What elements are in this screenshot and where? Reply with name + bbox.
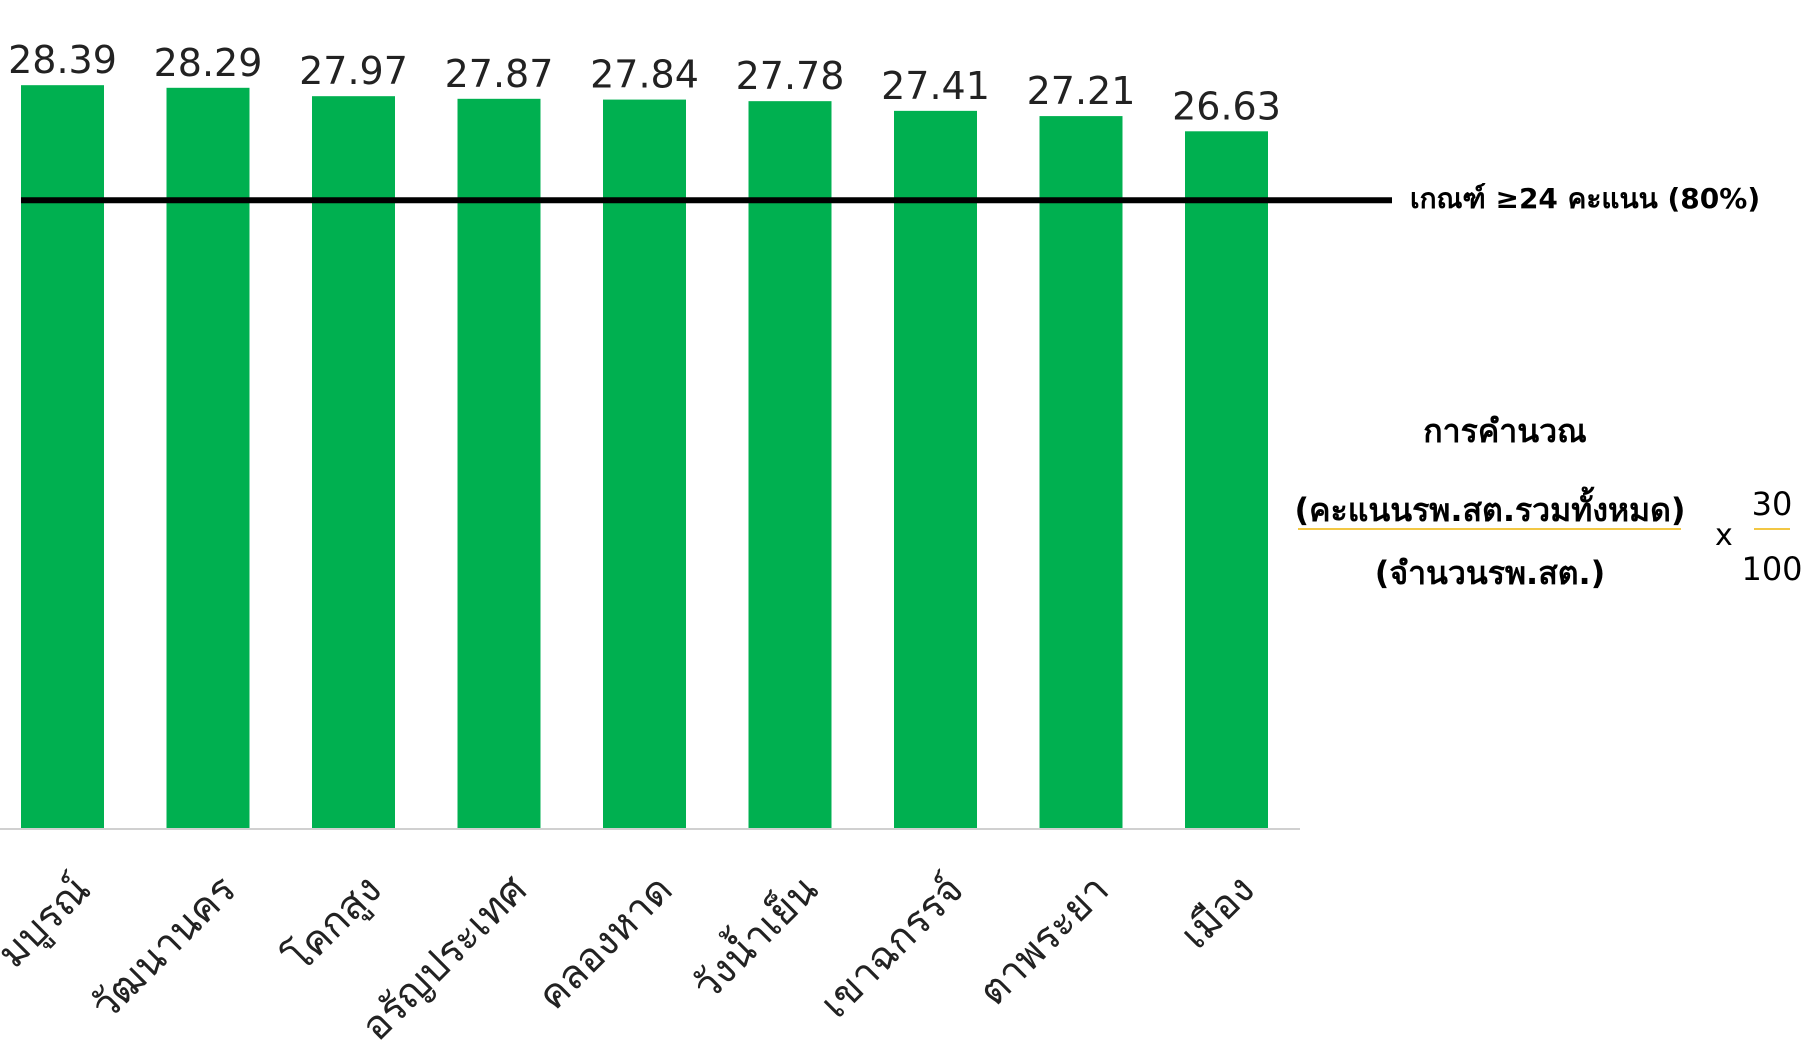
bar-3 (312, 96, 395, 830)
value-label-7: 27.41 (881, 64, 990, 108)
value-label-6: 27.78 (736, 54, 845, 98)
threshold-label: เกณฑ์ ≥24 คะแนน (80%) (1410, 182, 1760, 215)
category-label-2: วัฒนานคร (82, 867, 245, 1030)
ratio-divider (1754, 528, 1790, 530)
ratio-numerator: 30 (1751, 485, 1793, 523)
calculation-formula: การคำนวณ (คะแนนรพ.สต.รวมทั้งหมด) (จำนวนร… (1280, 400, 1803, 600)
bar-1 (21, 85, 104, 829)
value-label-2: 28.29 (154, 41, 263, 85)
bar-2 (166, 87, 250, 829)
value-labels-group: 28.39 28.29 27.97 27.87 27.84 27.78 27.41 27.21… (8, 38, 1281, 128)
formula-denominator: (จำนวนรพ.สต.) (1374, 554, 1606, 592)
ratio-denominator: 100 (1741, 550, 1803, 588)
value-label-4: 27.87 (445, 52, 554, 96)
bar-7 (894, 110, 977, 829)
formula-numerator: (คะแนนรพ.สต.รวมทั้งหมด) (1294, 491, 1686, 529)
multiply-operator: x (1715, 518, 1733, 553)
formula-title: การคำนวณ (1423, 412, 1587, 450)
category-label-8: ตาพระยา (970, 867, 1118, 1015)
category-label-9: เมือง (1172, 867, 1264, 959)
value-label-9: 26.63 (1172, 84, 1281, 128)
fraction-divider (1298, 528, 1681, 530)
bar-5 (603, 99, 686, 830)
category-label-5: คลองหาด (529, 867, 681, 1019)
value-label-5: 27.84 (590, 53, 699, 97)
category-label-3: โคกสูง (276, 867, 391, 982)
category-label-7: เขาฉกรรจ์ (812, 867, 973, 1028)
bars-group (21, 85, 1268, 830)
value-label-8: 27.21 (1027, 69, 1136, 113)
bar-4 (457, 98, 541, 829)
value-label-1: 28.39 (8, 38, 117, 82)
bar-9 (1185, 131, 1268, 829)
bar-6 (748, 101, 832, 829)
bar-8 (1039, 116, 1123, 829)
category-label-1: มบูรณ์ (0, 867, 100, 978)
value-label-3: 27.97 (299, 49, 408, 93)
category-label-6: วังน้ำเย็น (679, 862, 827, 1010)
